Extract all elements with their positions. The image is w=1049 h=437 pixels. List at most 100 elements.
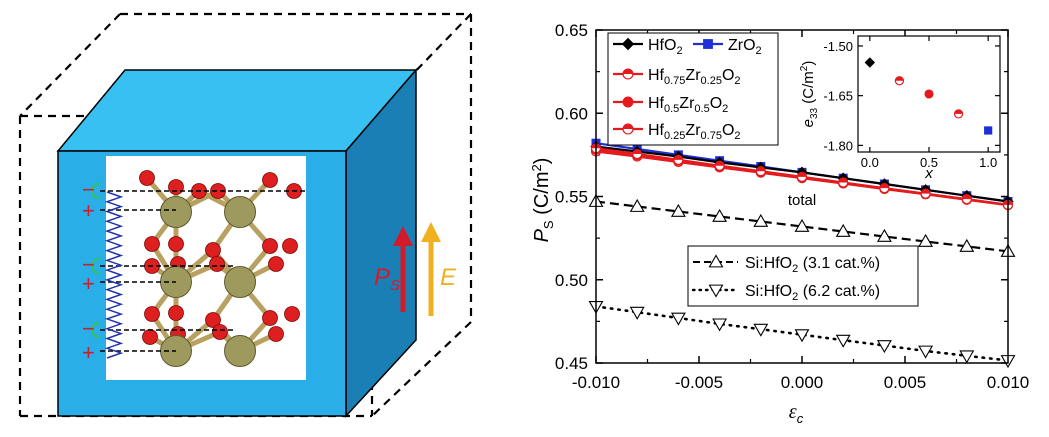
plus-sign: + xyxy=(82,340,95,365)
inset-y-tick-label: -1.65 xyxy=(823,89,853,104)
data-marker xyxy=(714,160,725,171)
surface-charge-caps xyxy=(90,182,100,339)
inset-x-tick-label: 0.0 xyxy=(861,155,879,170)
svg-text:Si:HfO2 (3.1 cat.%): Si:HfO2 (3.1 cat.%) xyxy=(745,255,880,275)
data-marker xyxy=(712,318,728,332)
svg-text:Hf0.75Zr0.25O2: Hf0.75Zr0.25O2 xyxy=(648,67,741,87)
y-tick-label: 0.60 xyxy=(555,104,588,123)
oxygen-atom xyxy=(262,172,278,188)
legend-entry-hfo2: HfO2 xyxy=(613,37,683,57)
data-marker xyxy=(984,126,993,135)
minus-sign: − xyxy=(82,252,95,277)
inset-y-tick-label: -1.80 xyxy=(823,138,853,153)
series-line xyxy=(594,305,1010,362)
series-hf0-75zr0-25o2 xyxy=(590,143,1014,210)
svg-text:Si:HfO2 (6.2 cat.%): Si:HfO2 (6.2 cat.%) xyxy=(745,283,880,303)
data-marker xyxy=(894,76,905,86)
charge-signs: − + − + − + xyxy=(82,177,95,365)
data-marker xyxy=(918,345,934,359)
oxygen-atom xyxy=(168,305,184,321)
oxygen-atom xyxy=(210,183,226,199)
legend-entry-zro2: ZrO2 xyxy=(693,37,762,57)
data-marker xyxy=(794,329,810,343)
data-marker xyxy=(835,223,851,237)
legend-bottom-box xyxy=(687,245,919,307)
series-si-hfo2-3-1-cat- xyxy=(588,193,1016,257)
legend-entry-si62: Si:HfO2 (6.2 cat.%) xyxy=(691,283,880,303)
spring-zigzag xyxy=(104,191,124,359)
legend-entry-hf05: Hf0.5Zr0.5O2 xyxy=(613,95,728,115)
legend-entry-hf025: Hf0.25Zr0.75O2 xyxy=(613,122,741,142)
data-marker xyxy=(879,183,890,194)
svg-text:Hf0.25Zr0.75O2: Hf0.25Zr0.75O2 xyxy=(648,122,741,142)
data-marker xyxy=(703,39,713,49)
data-marker xyxy=(796,171,808,182)
data-marker xyxy=(918,233,934,247)
oxygen-atom xyxy=(168,179,184,195)
y-tick-label: 0.65 xyxy=(555,21,588,40)
data-marker xyxy=(708,284,724,298)
data-marker xyxy=(670,203,686,217)
oxygen-atom xyxy=(212,324,228,340)
metal-atom xyxy=(160,196,192,228)
legend-entry-hf075: Hf0.75Zr0.25O2 xyxy=(613,67,741,87)
ferroelectric-schematic: − + − + − + PS E xyxy=(18,12,473,418)
inset-x-axis-title: x xyxy=(924,165,933,182)
data-marker xyxy=(876,340,892,354)
legend-bottom: Si:HfO2 (3.1 cat.%) Si:HfO2 (6.2 cat.%) xyxy=(687,245,919,307)
data-marker xyxy=(753,323,769,337)
oxygen-atom xyxy=(284,306,300,322)
inset-x-tick-label: 0.5 xyxy=(920,155,938,170)
data-marker xyxy=(622,68,634,80)
data-marker xyxy=(794,218,810,232)
inset-points xyxy=(864,57,993,135)
inset-chart: 0.0 0.5 1.0 -1.50 -1.65 -1.80 e33 (C/m2) x xyxy=(799,35,1001,182)
data-marker xyxy=(959,350,975,364)
y-axis-title: PS (C/m2) xyxy=(529,158,556,243)
oxygen-atom xyxy=(282,238,298,254)
x-tick-label: 0.005 xyxy=(884,373,927,392)
data-marker xyxy=(629,198,645,212)
oxygen-atom xyxy=(268,256,284,272)
x-tick-label: 0.010 xyxy=(987,373,1030,392)
main-chart: -0.010 -0.005 0.000 0.005 0.010 0.45 0.50 0.55 0… xyxy=(529,21,1029,426)
y-tick-label: 0.55 xyxy=(555,188,588,207)
oxygen-atom xyxy=(144,236,160,252)
data-marker xyxy=(712,208,728,222)
legend-entry-si31: Si:HfO2 (3.1 cat.%) xyxy=(693,254,880,275)
oxygen-atom xyxy=(268,326,284,342)
data-marker xyxy=(708,254,724,268)
metal-atom xyxy=(224,335,256,367)
oxygen-atom xyxy=(144,306,160,322)
data-marker xyxy=(835,334,851,348)
x-tick-label: -0.010 xyxy=(572,373,620,392)
oxygen-atom xyxy=(262,238,278,254)
data-marker xyxy=(629,306,645,320)
oxygen-atom xyxy=(209,256,225,272)
oxygen-atom xyxy=(262,310,278,326)
data-marker xyxy=(622,96,634,108)
ps-label: PS xyxy=(374,264,400,294)
data-marker xyxy=(953,109,964,119)
data-marker xyxy=(753,213,769,227)
svg-text:Hf0.5Zr0.5O2: Hf0.5Zr0.5O2 xyxy=(648,95,728,115)
data-marker xyxy=(961,194,972,205)
plot-frame xyxy=(595,29,1009,364)
data-marker xyxy=(838,177,849,188)
x-tick-label: -0.005 xyxy=(675,373,723,392)
minus-sign: − xyxy=(82,316,95,341)
inset-y-axis-title: e33 (C/m2) xyxy=(799,61,820,128)
main-series xyxy=(588,138,1016,369)
e-label: E xyxy=(440,264,457,291)
inset-frame xyxy=(857,35,1001,153)
data-marker xyxy=(673,154,684,165)
metal-atom xyxy=(224,266,256,298)
x-tick-label: 0.000 xyxy=(781,373,824,392)
main-axis-ticks: -0.010 -0.005 0.000 0.005 0.010 0.45 0.50 0.55 0… xyxy=(555,21,1029,392)
data-marker xyxy=(632,148,643,160)
oxygen-atom xyxy=(168,236,184,252)
oxygen-atom xyxy=(205,312,221,328)
data-marker xyxy=(924,89,934,99)
metal-atom xyxy=(224,196,256,228)
